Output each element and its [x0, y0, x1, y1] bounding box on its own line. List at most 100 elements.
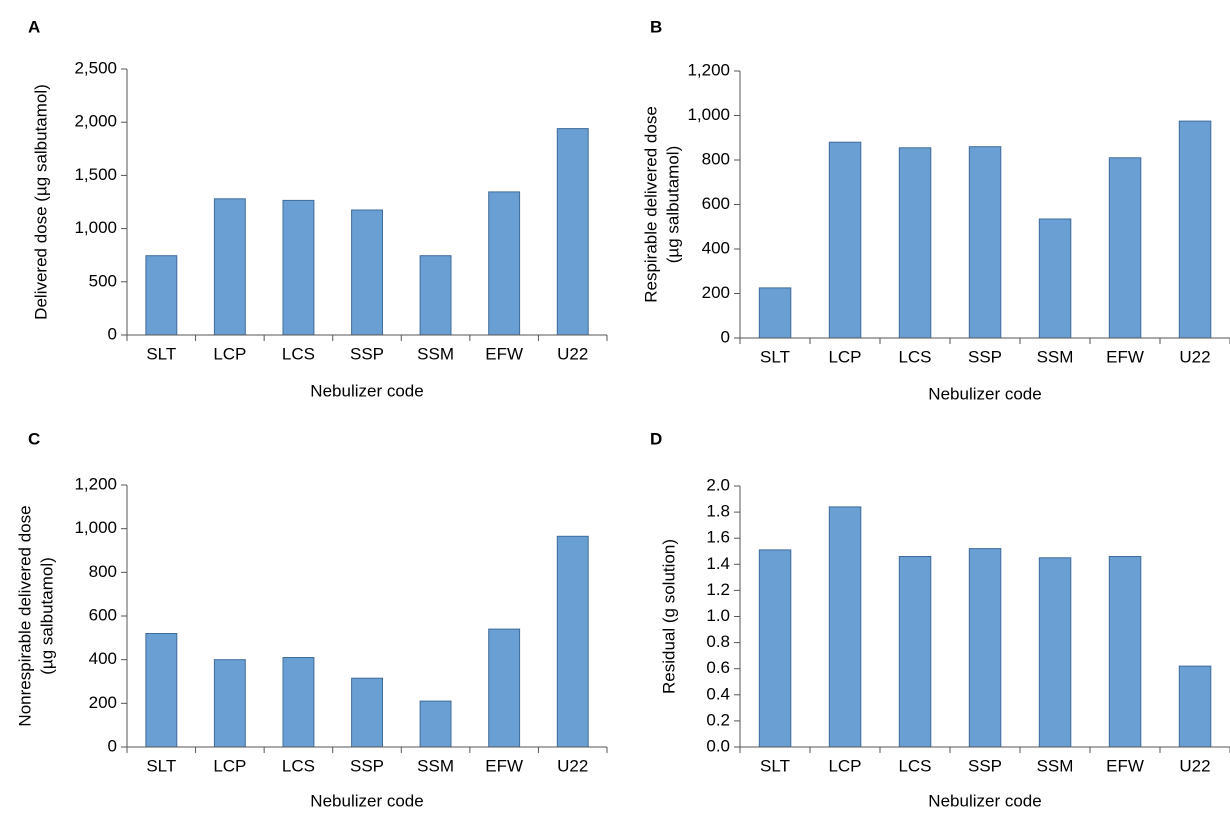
y-tick-label: 2.0 [706, 475, 730, 494]
x-tick-label: LCS [282, 756, 315, 775]
panel-letter: A [28, 17, 40, 36]
y-tick-label: 1.2 [706, 580, 730, 599]
x-tick-label: EFW [1106, 756, 1144, 775]
x-tick-label: U22 [1179, 347, 1210, 366]
bar-ssp [351, 677, 384, 748]
x-tick-label: SLT [146, 756, 176, 775]
y-axis-label: Residual (g solution) [659, 539, 678, 694]
bar-lcp [828, 506, 862, 748]
bar-slt [758, 549, 792, 748]
chart-panel-d: D 0.0 0.2 0.4 0.6 0.8 1.0 1.2 1.4 1.6 1.8 2.0 SLT LCP… [650, 429, 1230, 810]
y-axis-label: (µg salbutamol) [37, 557, 56, 675]
y-tick-label: 1,200 [74, 474, 117, 493]
x-tick-label: SSP [350, 344, 384, 363]
x-tick-label: U22 [1179, 756, 1210, 775]
y-tick-label: 2,000 [74, 112, 117, 131]
bar-efw [488, 191, 521, 336]
bar-slt [758, 287, 792, 339]
y-tick-label: 0.8 [706, 632, 730, 651]
bar-slt [145, 633, 178, 748]
x-tick-label: EFW [485, 756, 523, 775]
x-tick-label: SSM [417, 344, 454, 363]
bar-u22 [556, 535, 589, 748]
y-tick-label: 600 [89, 605, 117, 624]
y-axis-label: Nonrespirable delivered dose [15, 505, 34, 726]
bar-ssm [1038, 218, 1072, 339]
x-axis-label: Nebulizer code [310, 381, 423, 400]
bar-lcs [282, 199, 315, 336]
y-axis-label: (µg salbutamol) [663, 146, 682, 264]
bar-ssp [968, 146, 1002, 339]
x-tick-label: SLT [146, 344, 176, 363]
y-tick-label: 400 [702, 238, 730, 257]
y-axis-label: Delivered dose (µg salbutamol) [31, 84, 50, 320]
bar-u22 [556, 128, 589, 336]
y-tick-label: 0 [721, 327, 730, 346]
x-tick-label: LCP [828, 756, 861, 775]
x-tick-label: SSP [350, 756, 384, 775]
y-tick-label: 1.6 [706, 528, 730, 547]
x-tick-label: SSM [417, 756, 454, 775]
bar-u22 [1178, 665, 1212, 748]
x-tick-label: LCS [898, 347, 931, 366]
x-tick-label: U22 [557, 344, 588, 363]
y-tick-label: 500 [89, 271, 117, 290]
panel-letter: C [28, 429, 40, 448]
bar-ssm [419, 255, 452, 336]
bar-lcs [282, 657, 315, 748]
x-tick-label: LCS [282, 344, 315, 363]
bar-lcs [898, 556, 932, 748]
bar-lcp [213, 659, 246, 748]
x-tick-label: EFW [485, 344, 523, 363]
panel-letter: D [650, 429, 662, 448]
y-tick-label: 1.0 [706, 606, 730, 625]
y-tick-label: 1,000 [687, 105, 730, 124]
y-tick-label: 0.4 [706, 684, 730, 703]
x-tick-label: LCS [898, 756, 931, 775]
chart-panel-a: A 0 500 1,000 1,500 2,000 2,500 SLT LCP LCS SSP SSM… [28, 17, 608, 400]
bar-efw [488, 628, 521, 748]
y-tick-label: 800 [702, 149, 730, 168]
y-axis-label: Respirable delivered dose [641, 106, 660, 303]
y-tick-label: 0 [108, 324, 117, 343]
y-tick-label: 1,000 [74, 518, 117, 537]
x-axis-label: Nebulizer code [310, 791, 423, 810]
bar-efw [1108, 157, 1142, 339]
y-tick-label: 1,500 [74, 165, 117, 184]
x-tick-label: SSM [1037, 756, 1074, 775]
y-tick-label: 600 [702, 194, 730, 213]
x-tick-label: LCP [828, 347, 861, 366]
bar-slt [145, 255, 178, 336]
x-axis-label: Nebulizer code [928, 384, 1041, 403]
y-tick-label: 2,500 [74, 58, 117, 77]
y-tick-label: 200 [89, 693, 117, 712]
y-tick-label: 200 [702, 283, 730, 302]
bar-u22 [1178, 120, 1212, 339]
chart-panel-c: C 0 200 400 600 800 1,000 1,200 SLT LCP LCS SSP SSM E… [15, 429, 608, 810]
bar-ssp [351, 209, 384, 336]
bar-lcs [898, 147, 932, 339]
y-tick-label: 400 [89, 649, 117, 668]
x-tick-label: LCP [213, 756, 246, 775]
y-tick-label: 800 [89, 562, 117, 581]
chart-panel-b: B 0 200 400 600 800 1,000 1,200 SLT LCP LCS SSP SSM E… [641, 17, 1230, 403]
bar-ssm [1038, 557, 1072, 748]
x-tick-label: SSP [968, 756, 1002, 775]
x-axis-label: Nebulizer code [928, 791, 1041, 810]
x-tick-label: SLT [760, 347, 790, 366]
y-tick-label: 1.8 [706, 502, 730, 521]
bar-ssp [968, 548, 1002, 748]
x-tick-label: U22 [557, 756, 588, 775]
y-tick-label: 1,000 [74, 218, 117, 237]
y-tick-label: 1,200 [687, 60, 730, 79]
bar-ssm [419, 700, 452, 748]
bar-lcp [213, 198, 246, 336]
y-tick-label: 1.4 [706, 554, 730, 573]
bar-lcp [828, 141, 862, 339]
panel-letter: B [650, 17, 662, 36]
y-tick-label: 0.0 [706, 736, 730, 755]
x-tick-label: SLT [760, 756, 790, 775]
x-tick-label: EFW [1106, 347, 1144, 366]
bar-efw [1108, 556, 1142, 748]
